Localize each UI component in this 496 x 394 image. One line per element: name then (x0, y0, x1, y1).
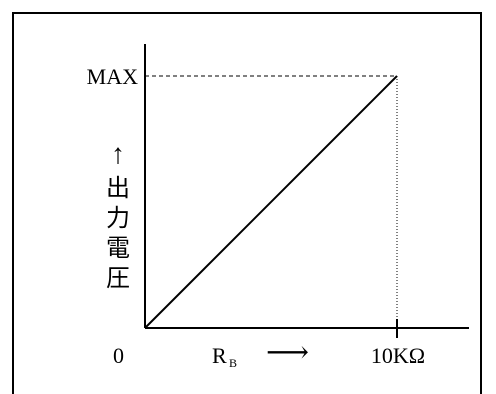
series-line-output-voltage (144, 75, 398, 329)
figure-frame (12, 12, 482, 394)
y-axis-label-char: 電 (106, 236, 130, 262)
x-axis-arrow: ⟶ (266, 336, 309, 369)
y-axis-label-char: 出 (106, 175, 130, 202)
y-axis-label-char: 圧 (106, 266, 130, 292)
y-axis-arrow: ↑ (111, 139, 125, 170)
y-tick-label-max: MAX (87, 64, 138, 89)
x-axis-label-subscript: B (229, 356, 237, 370)
x-axis-label: R (212, 343, 227, 368)
x-tick-label-end: 10KΩ (371, 343, 425, 368)
x-tick-label-start: 0 (113, 343, 124, 368)
y-axis-label-char: 力 (106, 205, 130, 232)
